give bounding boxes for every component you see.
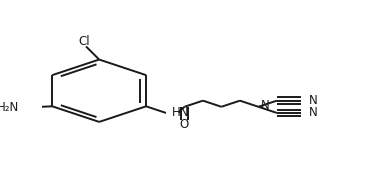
- Text: N: N: [261, 99, 270, 112]
- Text: H₂N: H₂N: [0, 101, 20, 114]
- Text: N: N: [309, 106, 317, 119]
- Text: N: N: [309, 94, 317, 107]
- Text: Cl: Cl: [78, 35, 90, 48]
- Text: O: O: [180, 118, 189, 131]
- Text: HN: HN: [172, 106, 189, 119]
